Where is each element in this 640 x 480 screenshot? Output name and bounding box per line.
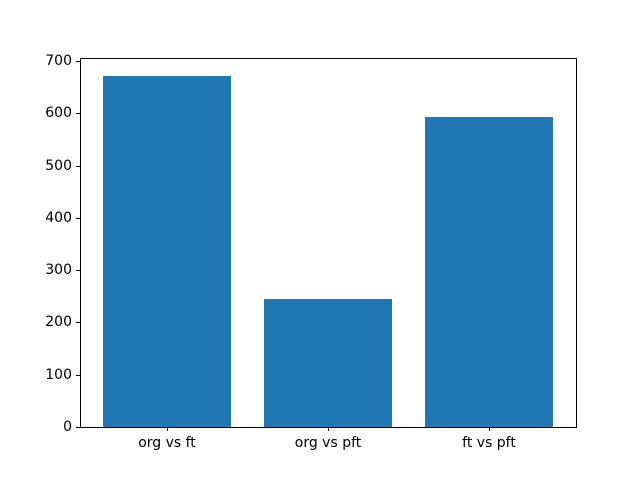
x-tick-label: org vs ft [138,435,196,451]
y-tick-mark [76,218,80,219]
x-tick-label: org vs pft [294,435,362,451]
y-tick-mark [76,427,80,428]
y-tick-mark [76,166,80,167]
x-tick-label: ft vs pft [462,435,516,451]
y-tick-label: 0 [63,419,72,435]
y-tick-label: 200 [45,314,72,330]
x-tick-mark [167,427,168,431]
bar-org-vs-ft [102,75,232,427]
plot-area [80,58,577,428]
y-tick-mark [76,61,80,62]
bar-ft-vs-pft [424,117,554,427]
y-tick-label: 100 [45,367,72,383]
y-tick-mark [76,113,80,114]
x-tick-mark [328,427,329,431]
y-tick-label: 400 [45,210,72,226]
bar-org-vs-pft [263,298,393,427]
x-tick-mark [489,427,490,431]
y-tick-label: 500 [45,158,72,174]
y-tick-mark [76,270,80,271]
y-tick-mark [76,322,80,323]
y-tick-mark [76,375,80,376]
y-tick-label: 300 [45,262,72,278]
y-tick-label: 700 [45,53,72,69]
y-tick-label: 600 [45,105,72,121]
